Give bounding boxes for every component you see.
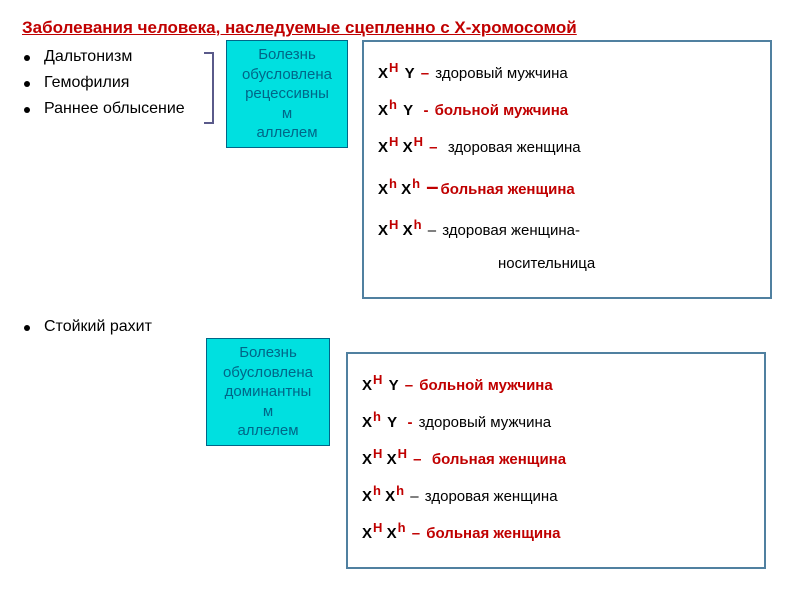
genotype-row: Xh Y - больной мужчина [378, 93, 756, 124]
bullet-icon [24, 325, 30, 331]
genotype-row: Xh Y - здоровый мужчина [362, 405, 750, 436]
box-line: рецессивны [231, 84, 343, 104]
genotype-table-recessive: XH Y – здоровый мужчина Xh Y - больной м… [362, 40, 772, 299]
bullet-icon [24, 81, 30, 87]
disease-list-recessive: Дальтонизм Гемофилия Раннее облысение [24, 48, 185, 126]
box-line: аллелем [231, 123, 343, 143]
box-line: аллелем [211, 421, 325, 441]
disease-list-dominant: Стойкий рахит [24, 318, 152, 344]
disease-label: Дальтонизм [44, 48, 132, 66]
box-line: м [211, 402, 325, 422]
info-box-recessive: Болезнь обусловлена рецессивны м аллелем [226, 40, 348, 148]
genotype-row: XH XH – здоровая женщина [378, 130, 756, 161]
box-line: Болезнь [211, 343, 325, 363]
genotype-row: Xh Xh – здоровая женщина [362, 479, 750, 510]
bullet-icon [24, 55, 30, 61]
genotype-row: XH XH – больная женщина [362, 442, 750, 473]
box-line: м [231, 104, 343, 124]
list-item: Дальтонизм [24, 48, 185, 66]
box-line: Болезнь [231, 45, 343, 65]
info-box-dominant: Болезнь обусловлена доминантны м аллелем [206, 338, 330, 446]
genotype-row: XH Y – здоровый мужчина [378, 56, 756, 87]
disease-label: Гемофилия [44, 74, 129, 92]
disease-label: Раннее облысение [44, 100, 185, 118]
list-item: Стойкий рахит [24, 318, 152, 336]
box-line: доминантны [211, 382, 325, 402]
list-item: Раннее облысение [24, 100, 185, 118]
genotype-row-cont: носительница [498, 250, 756, 277]
box-line: обусловлена [211, 363, 325, 383]
bullet-icon [24, 107, 30, 113]
list-item: Гемофилия [24, 74, 185, 92]
genotype-table-dominant: XH Y – больной мужчина Xh Y - здоровый м… [346, 352, 766, 569]
bracket-icon [204, 52, 214, 124]
box-line: обусловлена [231, 65, 343, 85]
genotype-row: XH Y – больной мужчина [362, 368, 750, 399]
disease-label: Стойкий рахит [44, 318, 152, 336]
genotype-row: XH Xh – больная женщина [362, 516, 750, 547]
page-title: Заболевания человека, наследуемые сцепле… [22, 18, 577, 38]
genotype-row: XH Xh – здоровая женщина- [378, 213, 756, 244]
genotype-row: Xh Xh –больная женщина [378, 167, 756, 207]
